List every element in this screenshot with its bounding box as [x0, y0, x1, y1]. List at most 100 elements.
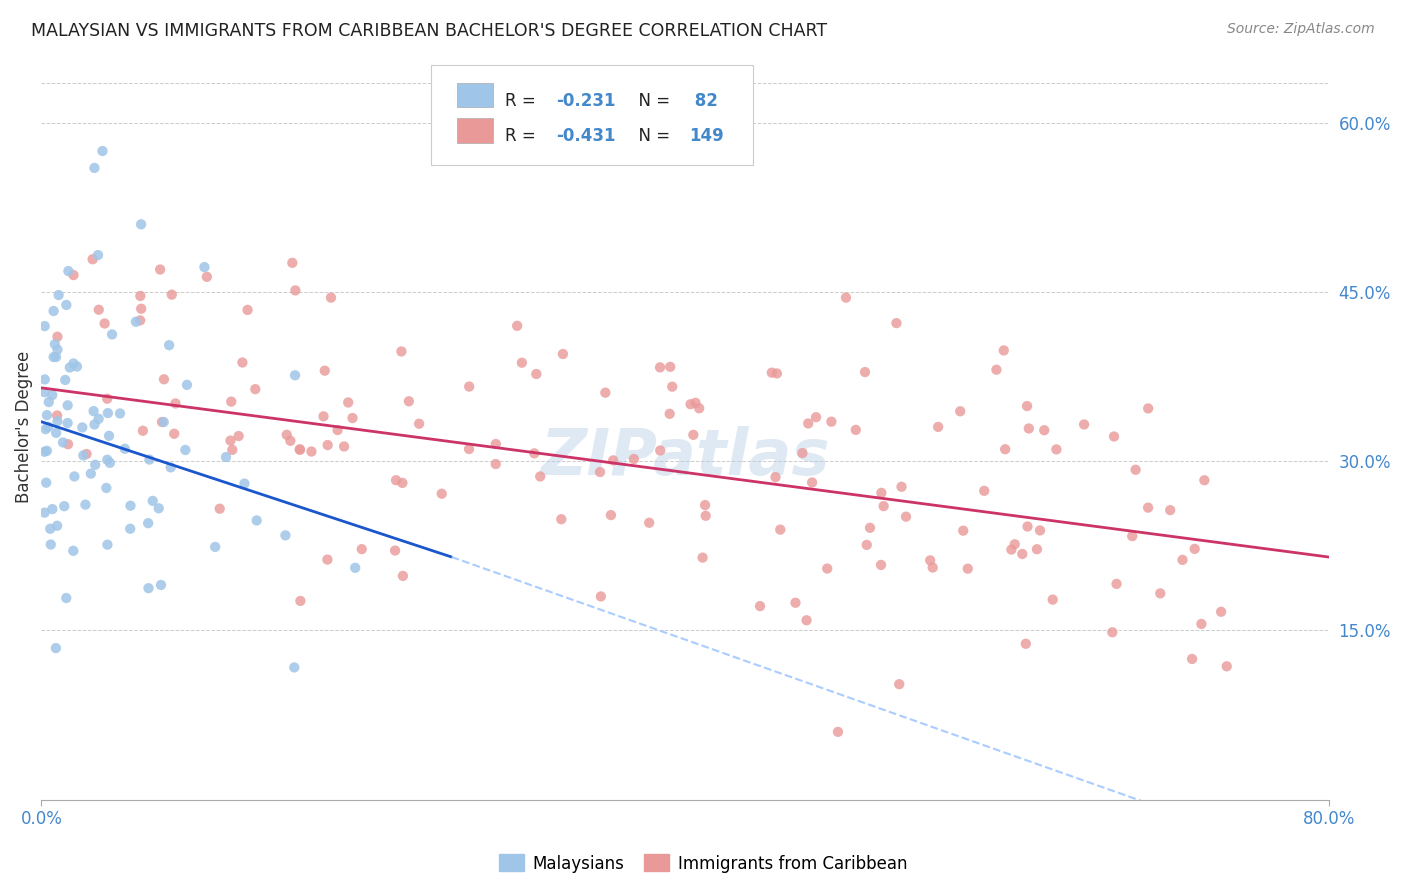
Point: [84, 458, 107, 472]
Point: [108, 407, 131, 421]
Point: [42, 304, 65, 318]
Point: [595, 385, 617, 400]
Point: [48, 288, 70, 302]
Y-axis label: Bachelor's Degree: Bachelor's Degree: [15, 351, 32, 503]
Point: [391, 475, 413, 490]
Point: [342, 411, 364, 425]
Point: [326, 423, 349, 437]
Point: [91, 144, 114, 158]
Point: [1011, 547, 1033, 561]
Point: [41, 502, 63, 516]
Point: [75, 498, 97, 512]
Text: R =: R =: [505, 127, 541, 145]
Point: [952, 524, 974, 538]
Point: [219, 434, 242, 448]
Point: [55, 298, 77, 312]
Point: [34, 372, 56, 386]
Point: [149, 262, 172, 277]
Point: [749, 599, 772, 614]
Point: [153, 372, 176, 386]
Point: [228, 429, 250, 443]
Point: [93, 317, 115, 331]
Point: [1159, 503, 1181, 517]
Point: [1017, 519, 1039, 533]
Point: [160, 287, 183, 301]
Point: [208, 501, 231, 516]
Point: [288, 442, 311, 457]
Point: [430, 487, 453, 501]
Point: [1102, 429, 1125, 443]
Point: [83, 161, 105, 175]
Text: MALAYSIAN VS IMMIGRANTS FROM CARIBBEAN BACHELOR'S DEGREE CORRELATION CHART: MALAYSIAN VS IMMIGRANTS FROM CARIBBEAN B…: [31, 22, 827, 40]
Point: [41, 388, 63, 402]
Point: [56, 398, 79, 412]
Point: [1004, 537, 1026, 551]
Point: [1073, 417, 1095, 432]
Point: [55, 591, 77, 605]
Point: [1181, 652, 1204, 666]
Point: [688, 401, 710, 416]
Point: [766, 367, 789, 381]
Point: [284, 284, 307, 298]
Point: [693, 498, 716, 512]
Point: [138, 452, 160, 467]
Point: [337, 395, 360, 409]
Point: [62, 268, 84, 282]
Point: [98, 456, 121, 470]
Point: [46, 414, 69, 428]
Point: [97, 406, 120, 420]
Point: [76, 447, 98, 461]
Point: [132, 424, 155, 438]
Point: [63, 469, 86, 483]
Point: [692, 550, 714, 565]
Point: [98, 429, 121, 443]
Point: [551, 347, 574, 361]
FancyBboxPatch shape: [457, 83, 494, 107]
Point: [34, 385, 56, 400]
Point: [176, 377, 198, 392]
Point: [101, 327, 124, 342]
Point: [391, 344, 413, 359]
Point: [835, 291, 858, 305]
Point: [34, 319, 56, 334]
Point: [870, 486, 893, 500]
Point: [801, 475, 824, 490]
Point: [87, 302, 110, 317]
Point: [859, 521, 882, 535]
Point: [35, 408, 58, 422]
Point: [1045, 442, 1067, 457]
Point: [920, 553, 942, 567]
Point: [815, 561, 838, 575]
Point: [129, 289, 152, 303]
Point: [648, 360, 671, 375]
Point: [56, 437, 79, 451]
Point: [129, 301, 152, 316]
Point: [890, 480, 912, 494]
Point: [96, 452, 118, 467]
Point: [219, 394, 242, 409]
Point: [290, 594, 312, 608]
Point: [458, 442, 481, 456]
Point: [37, 420, 59, 434]
Point: [1121, 529, 1143, 543]
Point: [174, 442, 197, 457]
Point: [827, 724, 849, 739]
Point: [245, 382, 267, 396]
Point: [231, 355, 253, 369]
Point: [44, 337, 66, 351]
Point: [1149, 586, 1171, 600]
Point: [785, 596, 807, 610]
Point: [138, 581, 160, 595]
Point: [83, 417, 105, 432]
Point: [921, 560, 943, 574]
Point: [52, 435, 75, 450]
Point: [600, 508, 623, 522]
Point: [886, 316, 908, 330]
Point: [129, 313, 152, 327]
Point: [1105, 577, 1128, 591]
Point: [949, 404, 972, 418]
Point: [1015, 399, 1038, 413]
Point: [1026, 542, 1049, 557]
Point: [62, 544, 84, 558]
Point: [159, 460, 181, 475]
